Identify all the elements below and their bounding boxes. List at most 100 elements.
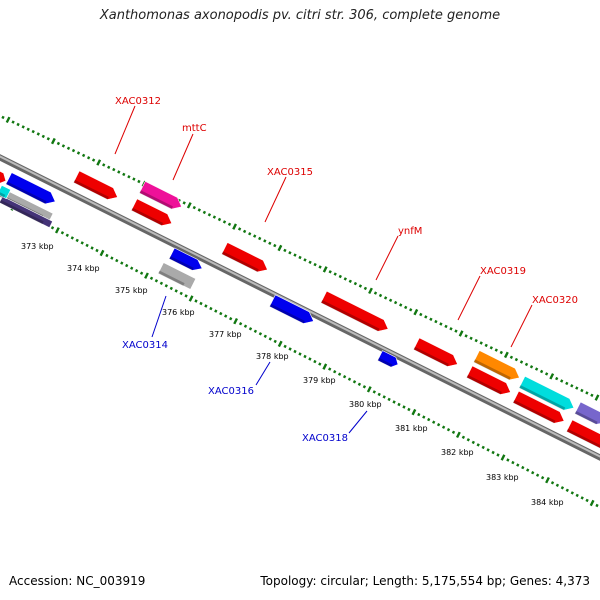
minor-tick (526, 468, 530, 472)
gene-arrow-body[interactable] (5, 172, 58, 208)
gene-arrow-body[interactable] (168, 247, 205, 274)
minor-tick (217, 217, 222, 222)
gene-label-XAC0315[interactable]: XAC0315 (267, 167, 313, 178)
gene-label-XAC0314[interactable]: XAC0314 (122, 340, 168, 351)
minor-tick (407, 407, 411, 412)
kbp-label: 382 kbp (441, 448, 474, 457)
gene-arrow-body[interactable] (157, 262, 197, 290)
gene-arrow[interactable] (130, 198, 174, 229)
gene-label-XAC0318[interactable]: XAC0318 (302, 433, 348, 444)
minor-tick (184, 294, 188, 298)
major-tick (232, 223, 238, 230)
minor-tick (544, 372, 549, 376)
minor-tick (590, 393, 594, 397)
minor-tick (550, 481, 555, 485)
gene-arrow[interactable] (157, 262, 197, 290)
gene-arrow-shade (519, 385, 566, 411)
label-leader (255, 361, 271, 386)
gene-arrow-body[interactable] (0, 184, 12, 200)
gene-arrow-body[interactable] (221, 242, 271, 275)
major-tick (186, 202, 192, 209)
minor-tick (56, 141, 61, 146)
gene-label-mttC[interactable]: mttC (182, 123, 207, 134)
minor-tick (481, 445, 485, 450)
gene-arrow[interactable] (473, 350, 523, 383)
gene-arrow[interactable] (377, 350, 401, 370)
gene-arrow-shade (566, 428, 600, 449)
minor-tick (560, 486, 565, 490)
minor-tick (86, 156, 91, 160)
minor-tick (75, 238, 79, 243)
gene-arrow[interactable] (320, 290, 391, 335)
gene-arrow[interactable] (5, 172, 58, 208)
gene-arrow[interactable] (139, 180, 184, 212)
gene-arrow[interactable] (221, 242, 271, 275)
gene-arrow-shade (269, 303, 305, 324)
gene-arrow[interactable] (518, 375, 577, 414)
major-tick (458, 330, 464, 337)
gene-arrow-body[interactable] (377, 350, 401, 370)
gene-label-XAC0319[interactable]: XAC0319 (480, 266, 526, 277)
gene-arrow[interactable] (168, 247, 205, 274)
kbp-label: 381 kbp (395, 424, 428, 433)
minor-tick (419, 312, 423, 317)
gene-arrow[interactable] (0, 195, 54, 229)
kbp-label: 380 kbp (349, 400, 382, 409)
gene-label-XAC0316[interactable]: XAC0316 (208, 386, 254, 397)
gene-arrow[interactable] (0, 165, 9, 187)
major-tick (96, 159, 102, 166)
gene-label-XAC0312[interactable]: XAC0312 (115, 96, 161, 107)
gene-arrow-body[interactable] (269, 294, 317, 327)
major-tick (549, 373, 555, 380)
minor-tick (424, 315, 428, 319)
gene-label-XAC0320[interactable]: XAC0320 (532, 295, 578, 306)
gene-arrow[interactable] (512, 390, 567, 427)
minor-tick (529, 365, 534, 369)
minor-tick (328, 270, 332, 274)
gene-arrow-body[interactable] (320, 290, 391, 335)
gene-arrow-body[interactable] (413, 337, 461, 370)
major-tick (368, 287, 373, 295)
minor-tick (429, 317, 433, 321)
gene-arrow[interactable] (466, 365, 514, 398)
major-tick (589, 499, 595, 507)
minor-tick (358, 284, 363, 288)
gene-label-ynfM[interactable]: ynfM (398, 226, 422, 237)
minor-tick (402, 405, 406, 409)
major-tick (322, 363, 328, 370)
gene-arrow[interactable] (0, 184, 12, 200)
gene-arrow-body[interactable] (574, 401, 600, 428)
minor-tick (159, 281, 164, 285)
minor-tick (207, 213, 212, 217)
minor-tick (273, 339, 277, 344)
gene-arrow-body[interactable] (130, 198, 174, 229)
gene-arrow-body[interactable] (0, 195, 54, 229)
label-leader (510, 304, 533, 348)
gene-arrow-body[interactable] (73, 170, 121, 203)
gene-arrow[interactable] (413, 337, 461, 370)
minor-tick (511, 460, 515, 465)
minor-tick (397, 402, 401, 407)
minor-tick (382, 395, 386, 399)
gene-arrow-body[interactable] (139, 180, 184, 212)
major-tick (188, 295, 194, 302)
minor-tick (66, 146, 71, 150)
gene-arrow-body[interactable] (0, 165, 9, 187)
gene-arrow-body[interactable] (466, 365, 514, 398)
minor-tick (422, 415, 426, 419)
gene-arrow-body[interactable] (518, 375, 577, 414)
gene-arrow[interactable] (269, 294, 317, 327)
minor-tick (308, 357, 312, 361)
minor-tick (383, 296, 388, 300)
minor-tick (132, 177, 136, 181)
minor-tick (85, 243, 89, 248)
accession-text: Accession: NC_003919 (9, 574, 146, 588)
minor-tick (496, 453, 500, 457)
gene-arrow[interactable] (73, 170, 121, 203)
gene-arrow[interactable] (574, 401, 600, 428)
gene-arrow-shade (0, 199, 44, 225)
gene-arrow-body[interactable] (512, 390, 567, 427)
gene-arrow-body[interactable] (473, 350, 523, 383)
kbp-label: 378 kbp (256, 352, 289, 361)
